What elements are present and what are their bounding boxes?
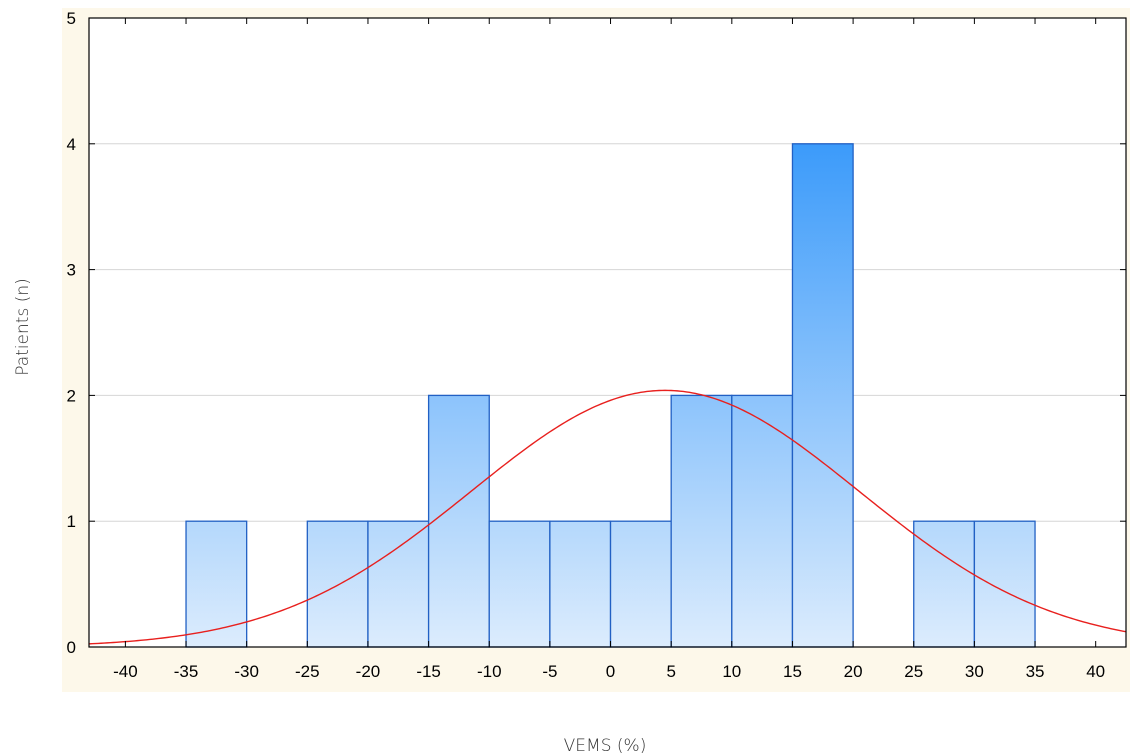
histogram-bar: [488, 520, 551, 648]
histogram-bar: [791, 143, 854, 648]
y-tick-label: 1: [67, 512, 76, 531]
y-tick-label: 0: [67, 638, 76, 657]
plot-border: [88, 17, 1127, 648]
x-tick-label: 30: [965, 662, 984, 681]
x-tick-label: 5: [666, 662, 675, 681]
x-tick-label: -20: [356, 662, 381, 681]
x-tick-label: 35: [1026, 662, 1045, 681]
histogram-bar: [549, 520, 612, 648]
x-tick-label: 40: [1086, 662, 1105, 681]
x-tick-label: -40: [113, 662, 138, 681]
y-tick-label: 5: [67, 9, 76, 28]
x-tick-label: -10: [477, 662, 502, 681]
y-tick-label: 4: [67, 135, 76, 154]
x-tick-label: -30: [234, 662, 259, 681]
histogram-bars: [185, 143, 1036, 648]
y-tick-label: 3: [67, 261, 76, 280]
histogram-bar: [306, 520, 369, 648]
y-tick-labels: 0 1 2 3 4 5: [67, 9, 76, 657]
histogram-bar: [973, 520, 1036, 648]
x-tick-label: 15: [783, 662, 802, 681]
histogram-bar: [185, 520, 248, 648]
x-tick-label: -15: [416, 662, 441, 681]
axis-ticks: [89, 17, 1126, 648]
x-tick-label: 20: [844, 662, 863, 681]
x-tick-label: 25: [904, 662, 923, 681]
x-tick-labels: -40 -35 -30 -25 -20 -15 -10 -5 0 5 10 15 20 25 30 35 40: [113, 662, 1105, 681]
histogram-bar: [427, 394, 490, 648]
normal-curve: [88, 389, 1127, 645]
x-axis-title: VEMS (%): [564, 736, 647, 756]
histogram-bar: [609, 520, 672, 648]
y-tick-label: 2: [67, 386, 76, 405]
x-tick-label: -25: [295, 662, 320, 681]
x-tick-label: 10: [722, 662, 741, 681]
x-tick-label: 0: [606, 662, 615, 681]
x-tick-label: -5: [542, 662, 557, 681]
histogram-bar: [367, 520, 430, 648]
y-axis-title: Patients (n): [13, 278, 33, 376]
x-tick-label: -35: [174, 662, 199, 681]
histogram-bar: [731, 394, 794, 648]
histogram-bar: [670, 394, 733, 648]
